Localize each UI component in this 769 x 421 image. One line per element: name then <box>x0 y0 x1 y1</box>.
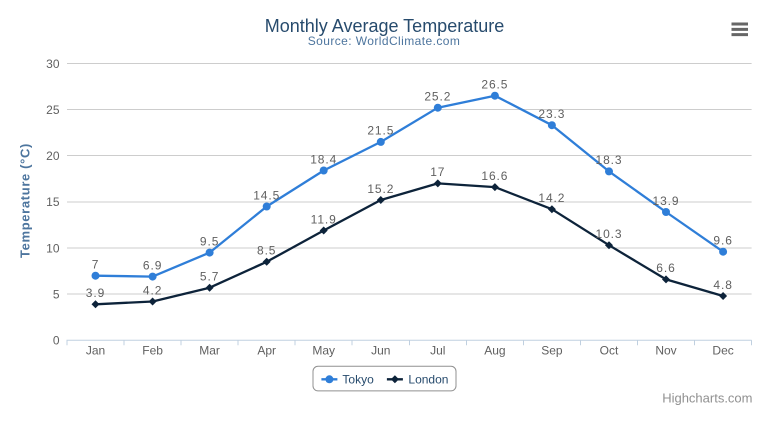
svg-text:6.6: 6.6 <box>656 261 675 275</box>
svg-text:20: 20 <box>46 149 60 163</box>
svg-text:8.5: 8.5 <box>257 244 276 258</box>
svg-text:18.3: 18.3 <box>596 153 623 167</box>
svg-text:25: 25 <box>46 103 60 117</box>
svg-text:15.2: 15.2 <box>367 182 394 196</box>
svg-text:26.5: 26.5 <box>481 78 508 92</box>
svg-text:4.2: 4.2 <box>143 283 162 297</box>
svg-text:18.4: 18.4 <box>310 152 337 166</box>
svg-text:5.7: 5.7 <box>200 270 219 284</box>
svg-text:14.2: 14.2 <box>538 191 565 205</box>
svg-text:Temperature (°C): Temperature (°C) <box>18 143 33 258</box>
svg-text:9.5: 9.5 <box>200 234 219 248</box>
svg-text:May: May <box>312 344 335 358</box>
svg-text:5: 5 <box>53 288 60 302</box>
svg-text:Mar: Mar <box>199 344 220 358</box>
svg-text:Oct: Oct <box>600 344 619 358</box>
svg-text:6.9: 6.9 <box>143 258 162 272</box>
svg-text:Aug: Aug <box>484 344 505 358</box>
svg-text:Source: WorldClimate.com: Source: WorldClimate.com <box>308 34 461 48</box>
svg-text:Tokyo: Tokyo <box>342 373 374 387</box>
svg-text:Jan: Jan <box>86 344 105 358</box>
svg-text:17: 17 <box>430 165 445 179</box>
svg-text:Jul: Jul <box>430 344 445 358</box>
svg-text:Apr: Apr <box>257 344 276 358</box>
svg-text:25.2: 25.2 <box>424 90 451 104</box>
svg-text:0: 0 <box>53 334 60 348</box>
svg-text:10.3: 10.3 <box>596 227 623 241</box>
svg-text:13.9: 13.9 <box>653 194 680 208</box>
svg-text:3.9: 3.9 <box>86 286 105 300</box>
svg-text:London: London <box>408 373 448 387</box>
svg-text:Monthly Average Temperature: Monthly Average Temperature <box>265 16 504 36</box>
svg-text:10: 10 <box>46 241 60 255</box>
svg-text:Dec: Dec <box>712 344 733 358</box>
svg-text:30: 30 <box>46 57 60 71</box>
svg-text:7: 7 <box>92 258 100 272</box>
svg-text:4.8: 4.8 <box>713 278 732 292</box>
svg-text:Nov: Nov <box>655 344 676 358</box>
svg-text:16.6: 16.6 <box>481 169 508 183</box>
svg-text:Sep: Sep <box>541 344 563 358</box>
svg-text:Jun: Jun <box>371 344 390 358</box>
svg-text:23.3: 23.3 <box>538 107 565 121</box>
svg-text:11.9: 11.9 <box>311 212 337 226</box>
svg-text:15: 15 <box>46 195 60 209</box>
svg-text:9.6: 9.6 <box>713 234 732 248</box>
svg-text:Highcharts.com: Highcharts.com <box>662 391 752 406</box>
svg-text:21.5: 21.5 <box>367 124 394 138</box>
svg-text:14.5: 14.5 <box>253 188 280 202</box>
svg-text:Feb: Feb <box>142 344 163 358</box>
